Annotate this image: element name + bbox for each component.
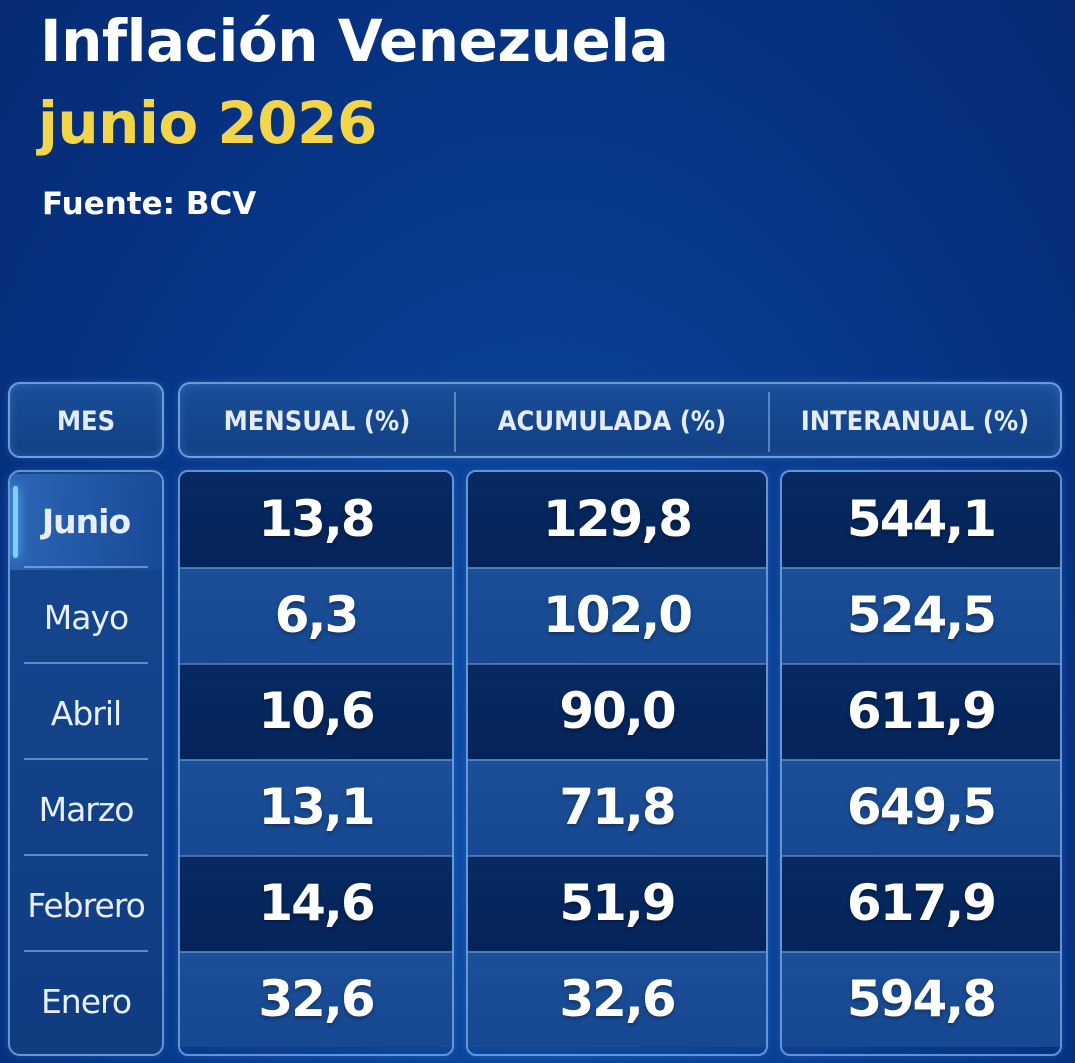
month-column: Junio Mayo Abril Marzo Febrero Enero: [8, 470, 164, 1056]
row-divider: [24, 566, 148, 568]
source-label: Fuente: BCV: [42, 186, 257, 222]
mensual-value: 13,1: [180, 760, 452, 855]
row-divider: [180, 951, 452, 953]
row-divider: [24, 662, 148, 664]
interanual-value: 544,1: [782, 472, 1060, 567]
row-divider: [180, 855, 452, 857]
month-label: Abril: [50, 694, 122, 733]
period-subtitle: junio 2026: [38, 89, 377, 157]
acumulada-value: 71,8: [468, 760, 766, 855]
column-header-acumulada: ACUMULADA (%): [497, 406, 727, 437]
row-divider: [468, 951, 766, 953]
row-divider: [782, 663, 1060, 665]
mensual-column: 13,8 6,3 10,6 13,1 14,6 32,6: [178, 470, 454, 1056]
header-mes-cell: MES: [8, 382, 164, 458]
row-divider: [24, 758, 148, 760]
column-header-interanual: INTERANUAL (%): [800, 406, 1030, 437]
interanual-value: 649,5: [782, 760, 1060, 855]
month-label: Enero: [40, 982, 132, 1021]
row-divider: [24, 854, 148, 856]
acumulada-value: 102,0: [468, 568, 766, 663]
row-divider: [468, 855, 766, 857]
row-divider: [782, 855, 1060, 857]
acumulada-value: 51,9: [468, 856, 766, 951]
row-divider: [782, 567, 1060, 569]
row-divider: [782, 759, 1060, 761]
header-divider: [768, 392, 770, 452]
row-divider: [468, 663, 766, 665]
header-divider: [454, 392, 456, 452]
interanual-value: 611,9: [782, 664, 1060, 759]
row-divider: [468, 759, 766, 761]
mensual-value: 6,3: [180, 568, 452, 663]
month-label: Febrero: [27, 886, 146, 925]
mensual-value: 13,8: [180, 472, 452, 567]
row-divider: [782, 951, 1060, 953]
column-header-mes: MES: [56, 406, 116, 437]
row-divider: [180, 567, 452, 569]
row-divider: [468, 567, 766, 569]
month-label: Junio: [10, 474, 162, 570]
row-divider: [180, 663, 452, 665]
interanual-column: 544,1 524,5 611,9 649,5 617,9 594,8: [780, 470, 1062, 1056]
mensual-value: 10,6: [180, 664, 452, 759]
mensual-value: 14,6: [180, 856, 452, 951]
acumulada-column: 129,8 102,0 90,0 71,8 51,9 32,6: [466, 470, 768, 1056]
column-header-mensual: MENSUAL (%): [223, 406, 411, 437]
acumulada-value: 32,6: [468, 952, 766, 1047]
month-label: Marzo: [38, 790, 135, 829]
month-label: Mayo: [43, 598, 129, 637]
interanual-value: 594,8: [782, 952, 1060, 1047]
interanual-value: 617,9: [782, 856, 1060, 951]
row-divider: [180, 759, 452, 761]
row-divider: [24, 950, 148, 952]
mensual-value: 32,6: [180, 952, 452, 1047]
acumulada-value: 90,0: [468, 664, 766, 759]
active-row-marker: [13, 486, 18, 558]
acumulada-value: 129,8: [468, 472, 766, 567]
page-title: Inflación Venezuela: [40, 7, 669, 75]
interanual-value: 524,5: [782, 568, 1060, 663]
header-values-group: MENSUAL (%) ACUMULADA (%) INTERANUAL (%): [178, 382, 1062, 458]
